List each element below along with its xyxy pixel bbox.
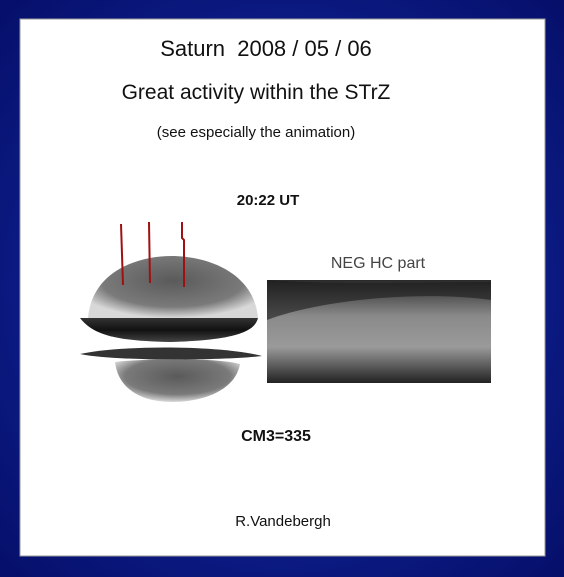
- marker-line: [120, 223, 124, 286]
- globe-south: [115, 359, 240, 402]
- inset-shadow: [267, 280, 491, 320]
- saturn-image: [80, 221, 262, 402]
- globe-north: [88, 255, 258, 318]
- time: 20:22 UT: [237, 192, 300, 209]
- dark-belt: [80, 318, 258, 342]
- note: (see especially the animation): [157, 124, 355, 141]
- marker-line: [181, 222, 185, 287]
- title: Saturn 2008 / 05 / 06: [160, 36, 372, 61]
- ring: [80, 347, 262, 360]
- author: R.Vandebergh: [235, 513, 331, 530]
- inset-label: NEG HC part: [331, 255, 426, 272]
- marker-line: [148, 221, 151, 284]
- cm3: CM3=335: [241, 428, 311, 445]
- subtitle: Great activity within the STrZ: [122, 81, 391, 104]
